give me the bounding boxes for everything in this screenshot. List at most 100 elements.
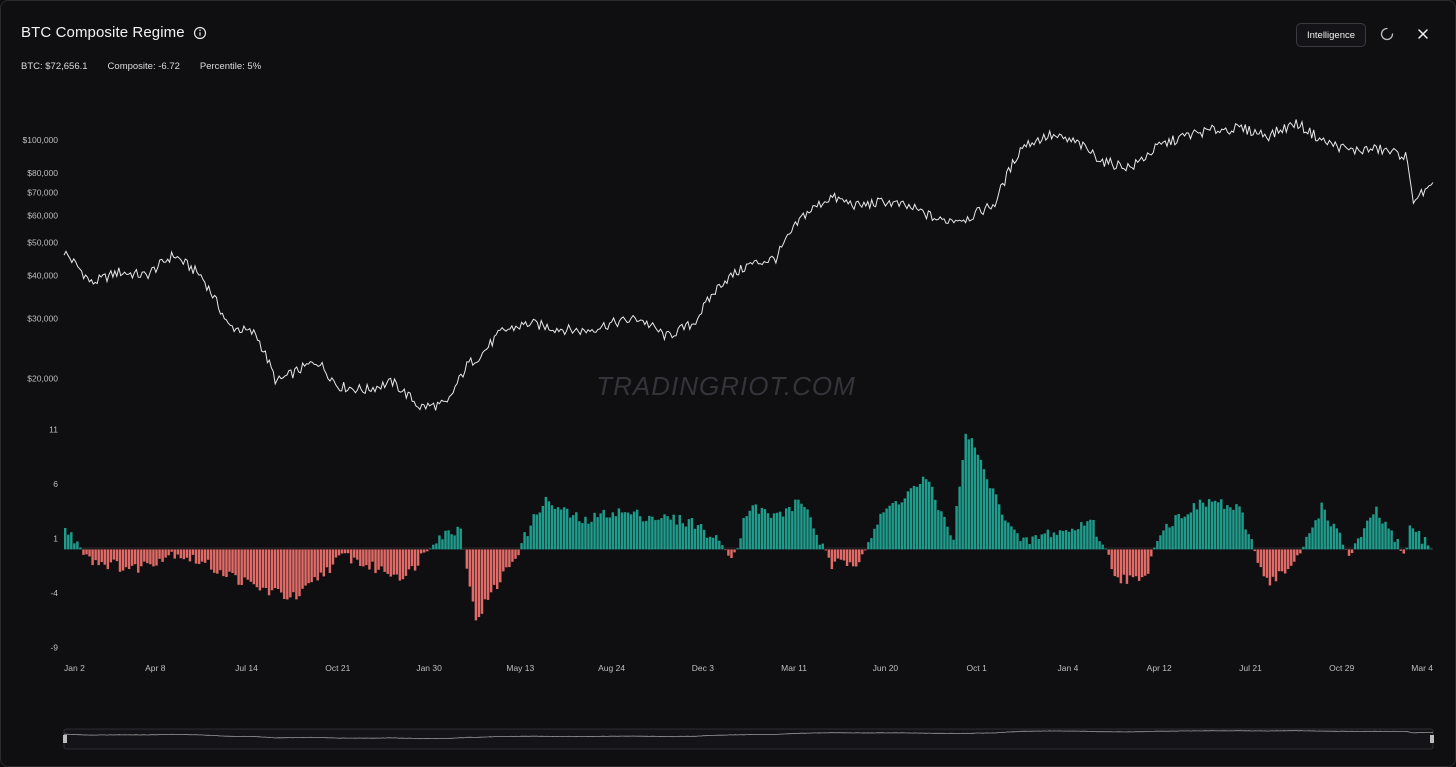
composite-bar bbox=[1341, 544, 1345, 550]
composite-bar bbox=[1010, 526, 1013, 550]
composite-bar bbox=[155, 549, 158, 566]
composite-bar bbox=[365, 549, 368, 566]
x-tick-label: Dec 3 bbox=[692, 663, 714, 673]
composite-bar bbox=[334, 549, 338, 558]
composite-bar bbox=[115, 549, 119, 562]
composite-bar bbox=[800, 503, 803, 550]
composite-bar bbox=[559, 509, 563, 550]
composite-bar bbox=[1220, 499, 1223, 550]
composite-bar bbox=[1323, 509, 1326, 550]
composite-bar bbox=[921, 476, 925, 550]
composite-bar bbox=[1043, 533, 1047, 550]
composite-bar bbox=[200, 549, 204, 562]
composite-bar bbox=[346, 549, 350, 554]
composite-bar bbox=[386, 549, 389, 574]
composite-bar bbox=[1207, 499, 1211, 550]
composite-bar bbox=[1098, 541, 1101, 550]
price-tick-label: $60,000 bbox=[27, 211, 58, 221]
composite-bar bbox=[349, 549, 353, 564]
close-icon[interactable] bbox=[1415, 26, 1431, 42]
composite-bar bbox=[870, 538, 873, 550]
composite-bar bbox=[1134, 549, 1138, 577]
composite-bar bbox=[1223, 508, 1226, 550]
composite-bar bbox=[176, 549, 179, 555]
composite-bar bbox=[343, 549, 347, 554]
info-icon[interactable] bbox=[193, 26, 207, 40]
range-handle-right[interactable] bbox=[1430, 735, 1434, 743]
composite-bar bbox=[1241, 512, 1244, 550]
range-navigator[interactable] bbox=[63, 728, 1434, 750]
composite-bar bbox=[1408, 525, 1412, 550]
composite-bar bbox=[1210, 501, 1214, 550]
composite-bar bbox=[903, 498, 907, 550]
composite-bar bbox=[718, 540, 721, 550]
composite-bar bbox=[931, 486, 934, 550]
composite-bar bbox=[422, 549, 426, 553]
composite-bar bbox=[918, 484, 922, 550]
composite-bar bbox=[109, 549, 113, 563]
composite-bar bbox=[133, 549, 137, 565]
composite-bar bbox=[280, 549, 283, 593]
composite-bar bbox=[715, 535, 718, 550]
composite-bar bbox=[1156, 541, 1159, 550]
composite-bar bbox=[681, 523, 685, 550]
refresh-icon[interactable] bbox=[1379, 26, 1395, 42]
composite-bar bbox=[1238, 506, 1241, 550]
composite-bar bbox=[1317, 518, 1320, 550]
composite-bar bbox=[702, 529, 706, 550]
composite-bar bbox=[1226, 505, 1229, 550]
composite-bar bbox=[231, 549, 234, 573]
composite-tick-label: 1 bbox=[53, 534, 58, 544]
x-tick-label: Aug 24 bbox=[598, 663, 625, 673]
x-axis: Jan 2 Apr 8 Jul 14 Oct 21 Jan 30 May 13 Aug 24… bbox=[64, 663, 1433, 673]
composite-bar bbox=[1092, 520, 1095, 550]
composite-bar bbox=[727, 549, 730, 556]
composite-tick-label: -9 bbox=[50, 643, 58, 653]
composite-bar bbox=[1001, 514, 1004, 550]
composite-y-axis: 11 6 1 -4 -9 bbox=[49, 424, 58, 652]
composite-bar bbox=[252, 549, 256, 585]
composite-bar bbox=[1329, 526, 1332, 550]
composite-bar bbox=[310, 549, 313, 583]
composite-bar bbox=[240, 549, 243, 585]
composite-bar bbox=[635, 509, 639, 550]
composite-bar bbox=[745, 516, 748, 550]
composite-bar bbox=[985, 479, 989, 550]
composite-bar bbox=[1019, 541, 1022, 550]
price-tick-label: $70,000 bbox=[27, 188, 58, 198]
composite-bar bbox=[124, 549, 128, 568]
composite-bar bbox=[203, 549, 207, 563]
composite-bar bbox=[1159, 535, 1162, 550]
composite-bar bbox=[1399, 549, 1402, 551]
composite-bar bbox=[897, 504, 901, 550]
composite-bar bbox=[1004, 520, 1007, 550]
composite-bar bbox=[708, 536, 712, 550]
composite-bar bbox=[1232, 509, 1235, 550]
composite-bar bbox=[955, 506, 958, 550]
composite-bar bbox=[1217, 502, 1220, 550]
composite-bar bbox=[909, 488, 913, 550]
composite-bar bbox=[1384, 521, 1387, 550]
composite-bar bbox=[222, 549, 225, 577]
composite-tick-label: 6 bbox=[53, 479, 58, 489]
composite-bar bbox=[687, 519, 691, 550]
composite-bar bbox=[228, 549, 231, 572]
composite-bar bbox=[693, 528, 697, 550]
composite-bar bbox=[1293, 549, 1296, 562]
x-tick-label: Jul 14 bbox=[235, 663, 258, 673]
composite-bar bbox=[599, 513, 602, 550]
composite-bar bbox=[1031, 536, 1034, 550]
intelligence-button[interactable]: Intelligence bbox=[1296, 23, 1366, 47]
composite-bar bbox=[91, 549, 94, 566]
composite-bar bbox=[1174, 515, 1177, 550]
composite-bar bbox=[833, 549, 837, 562]
composite-bar bbox=[781, 516, 785, 550]
composite-bar bbox=[1028, 544, 1031, 550]
composite-bar bbox=[1095, 536, 1098, 550]
composite-bar bbox=[535, 514, 538, 550]
composite-bar bbox=[678, 515, 681, 550]
composite-bar bbox=[538, 512, 542, 550]
price-y-axis: $100,000 $80,000 $70,000 $60,000 $50,000 $40,… bbox=[23, 135, 59, 383]
range-handle-left[interactable] bbox=[63, 735, 67, 743]
composite-bar bbox=[246, 549, 249, 580]
